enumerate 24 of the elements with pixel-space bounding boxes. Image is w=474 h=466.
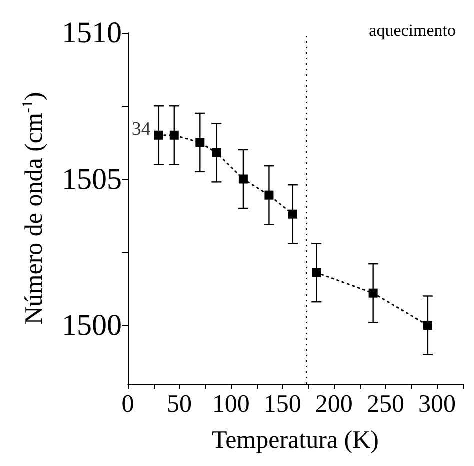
y-tick-label: 1505	[62, 162, 122, 196]
x-tick-label: 150	[264, 391, 302, 418]
point	[196, 138, 205, 148]
point	[170, 130, 179, 140]
x-tick-label: 200	[315, 391, 353, 418]
x-tick-label: 50	[167, 391, 192, 418]
y-tick-label: 1500	[62, 309, 122, 342]
y-tick-label: 1510	[62, 16, 122, 50]
point	[154, 130, 164, 140]
point	[312, 268, 322, 278]
annotation: aquecimento	[369, 21, 456, 40]
x-tick-label: 100	[212, 391, 250, 418]
x-axis-title: Temperatura (K)	[212, 427, 379, 454]
x-tick-label: 250	[366, 391, 404, 418]
annotation: 34	[132, 118, 152, 140]
point	[368, 288, 378, 298]
point	[238, 174, 248, 184]
y-axis-title: Número de onda (cm-1)	[20, 92, 48, 325]
point	[212, 148, 222, 158]
point	[288, 210, 298, 219]
point	[423, 321, 432, 330]
x-tick-label: 0	[122, 391, 134, 418]
x-tick-label: 300	[418, 391, 456, 418]
point	[264, 190, 274, 200]
